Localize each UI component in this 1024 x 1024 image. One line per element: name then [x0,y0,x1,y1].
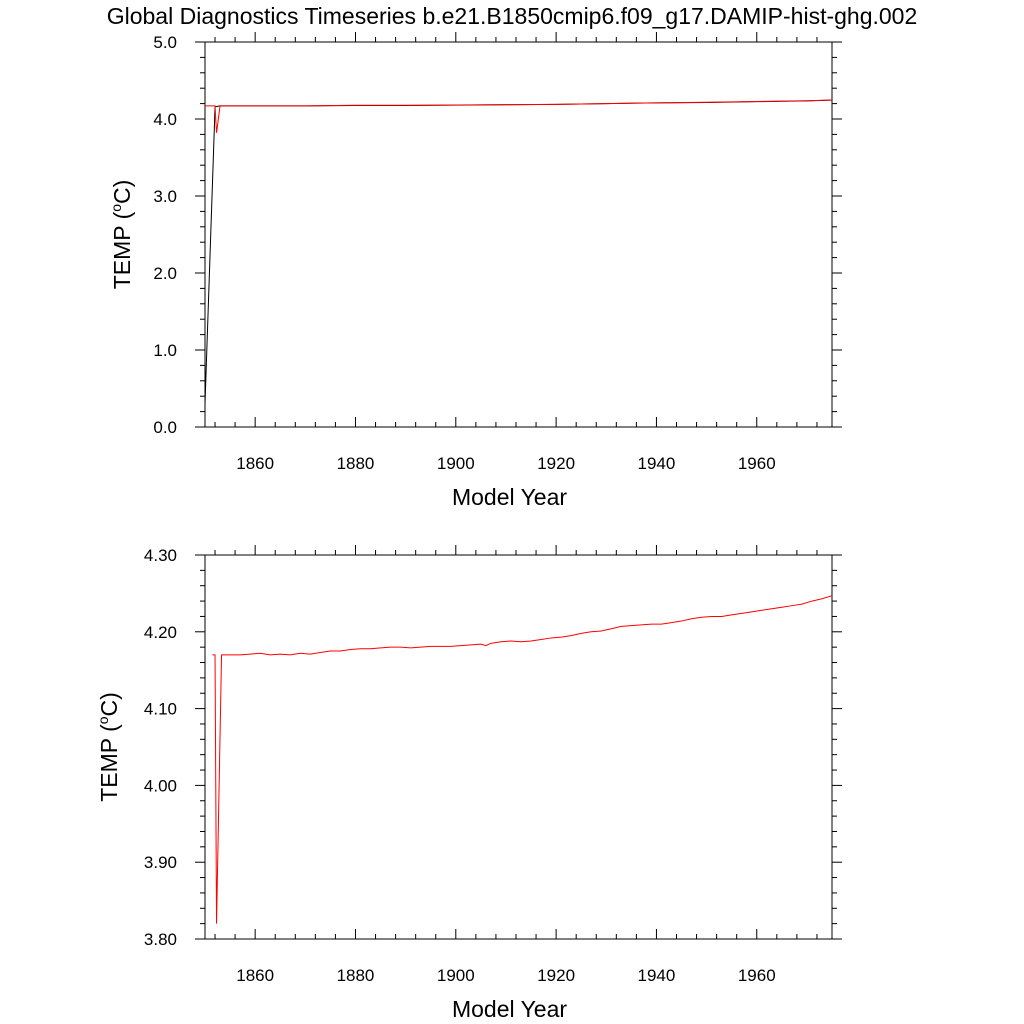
x-tick-label: 1920 [537,454,575,473]
y-tick-label: 4.20 [144,623,177,642]
plot-frame [204,41,833,428]
y-tick-label: 3.0 [153,187,177,206]
y-axis-label: TEMP (oC) [95,692,122,802]
x-tick-label: 1860 [236,966,274,985]
y-tick-label: 3.80 [144,930,177,949]
y-tick-label: 4.30 [144,546,177,565]
x-tick-label: 1960 [738,966,776,985]
series-line-0 [212,595,833,924]
x-tick-label: 1940 [638,454,676,473]
series-line-0 [204,99,833,404]
x-tick-label: 1900 [437,454,475,473]
x-tick-label: 1940 [638,966,676,985]
y-tick-label: 1.0 [153,341,177,360]
x-axis-label: Model Year [452,996,567,1022]
y-tick-label: 4.00 [144,776,177,795]
x-axis-label: Model Year [452,484,567,510]
plot-frame [204,554,833,940]
y-tick-label: 4.0 [153,110,177,129]
x-tick-label: 1900 [437,966,475,985]
x-tick-label: 1880 [337,966,375,985]
x-tick-label: 1860 [236,454,274,473]
bottom-panel: 1860 1880 1900 1920 1940 1960 3.80 3.90 4.00 4.10… [95,545,842,1022]
top-panel: 1860 1880 1900 1920 1940 1960 0.0 1.0 2.0 3.0 4.0 5… [108,32,842,510]
x-tick-label: 1880 [337,454,375,473]
y-tick-label: 0.0 [153,418,177,437]
y-axis-label: TEMP (oC) [108,180,135,290]
y-tick-label: 5.0 [153,33,177,52]
chart-title: Global Diagnostics Timeseries b.e21.B185… [107,3,918,29]
y-tick-label: 2.0 [153,264,177,283]
x-tick-label: 1960 [738,454,776,473]
x-tick-label: 1920 [537,966,575,985]
y-tick-label: 3.90 [144,853,177,872]
series-line-1 [205,99,833,133]
y-tick-label: 4.10 [144,700,177,719]
